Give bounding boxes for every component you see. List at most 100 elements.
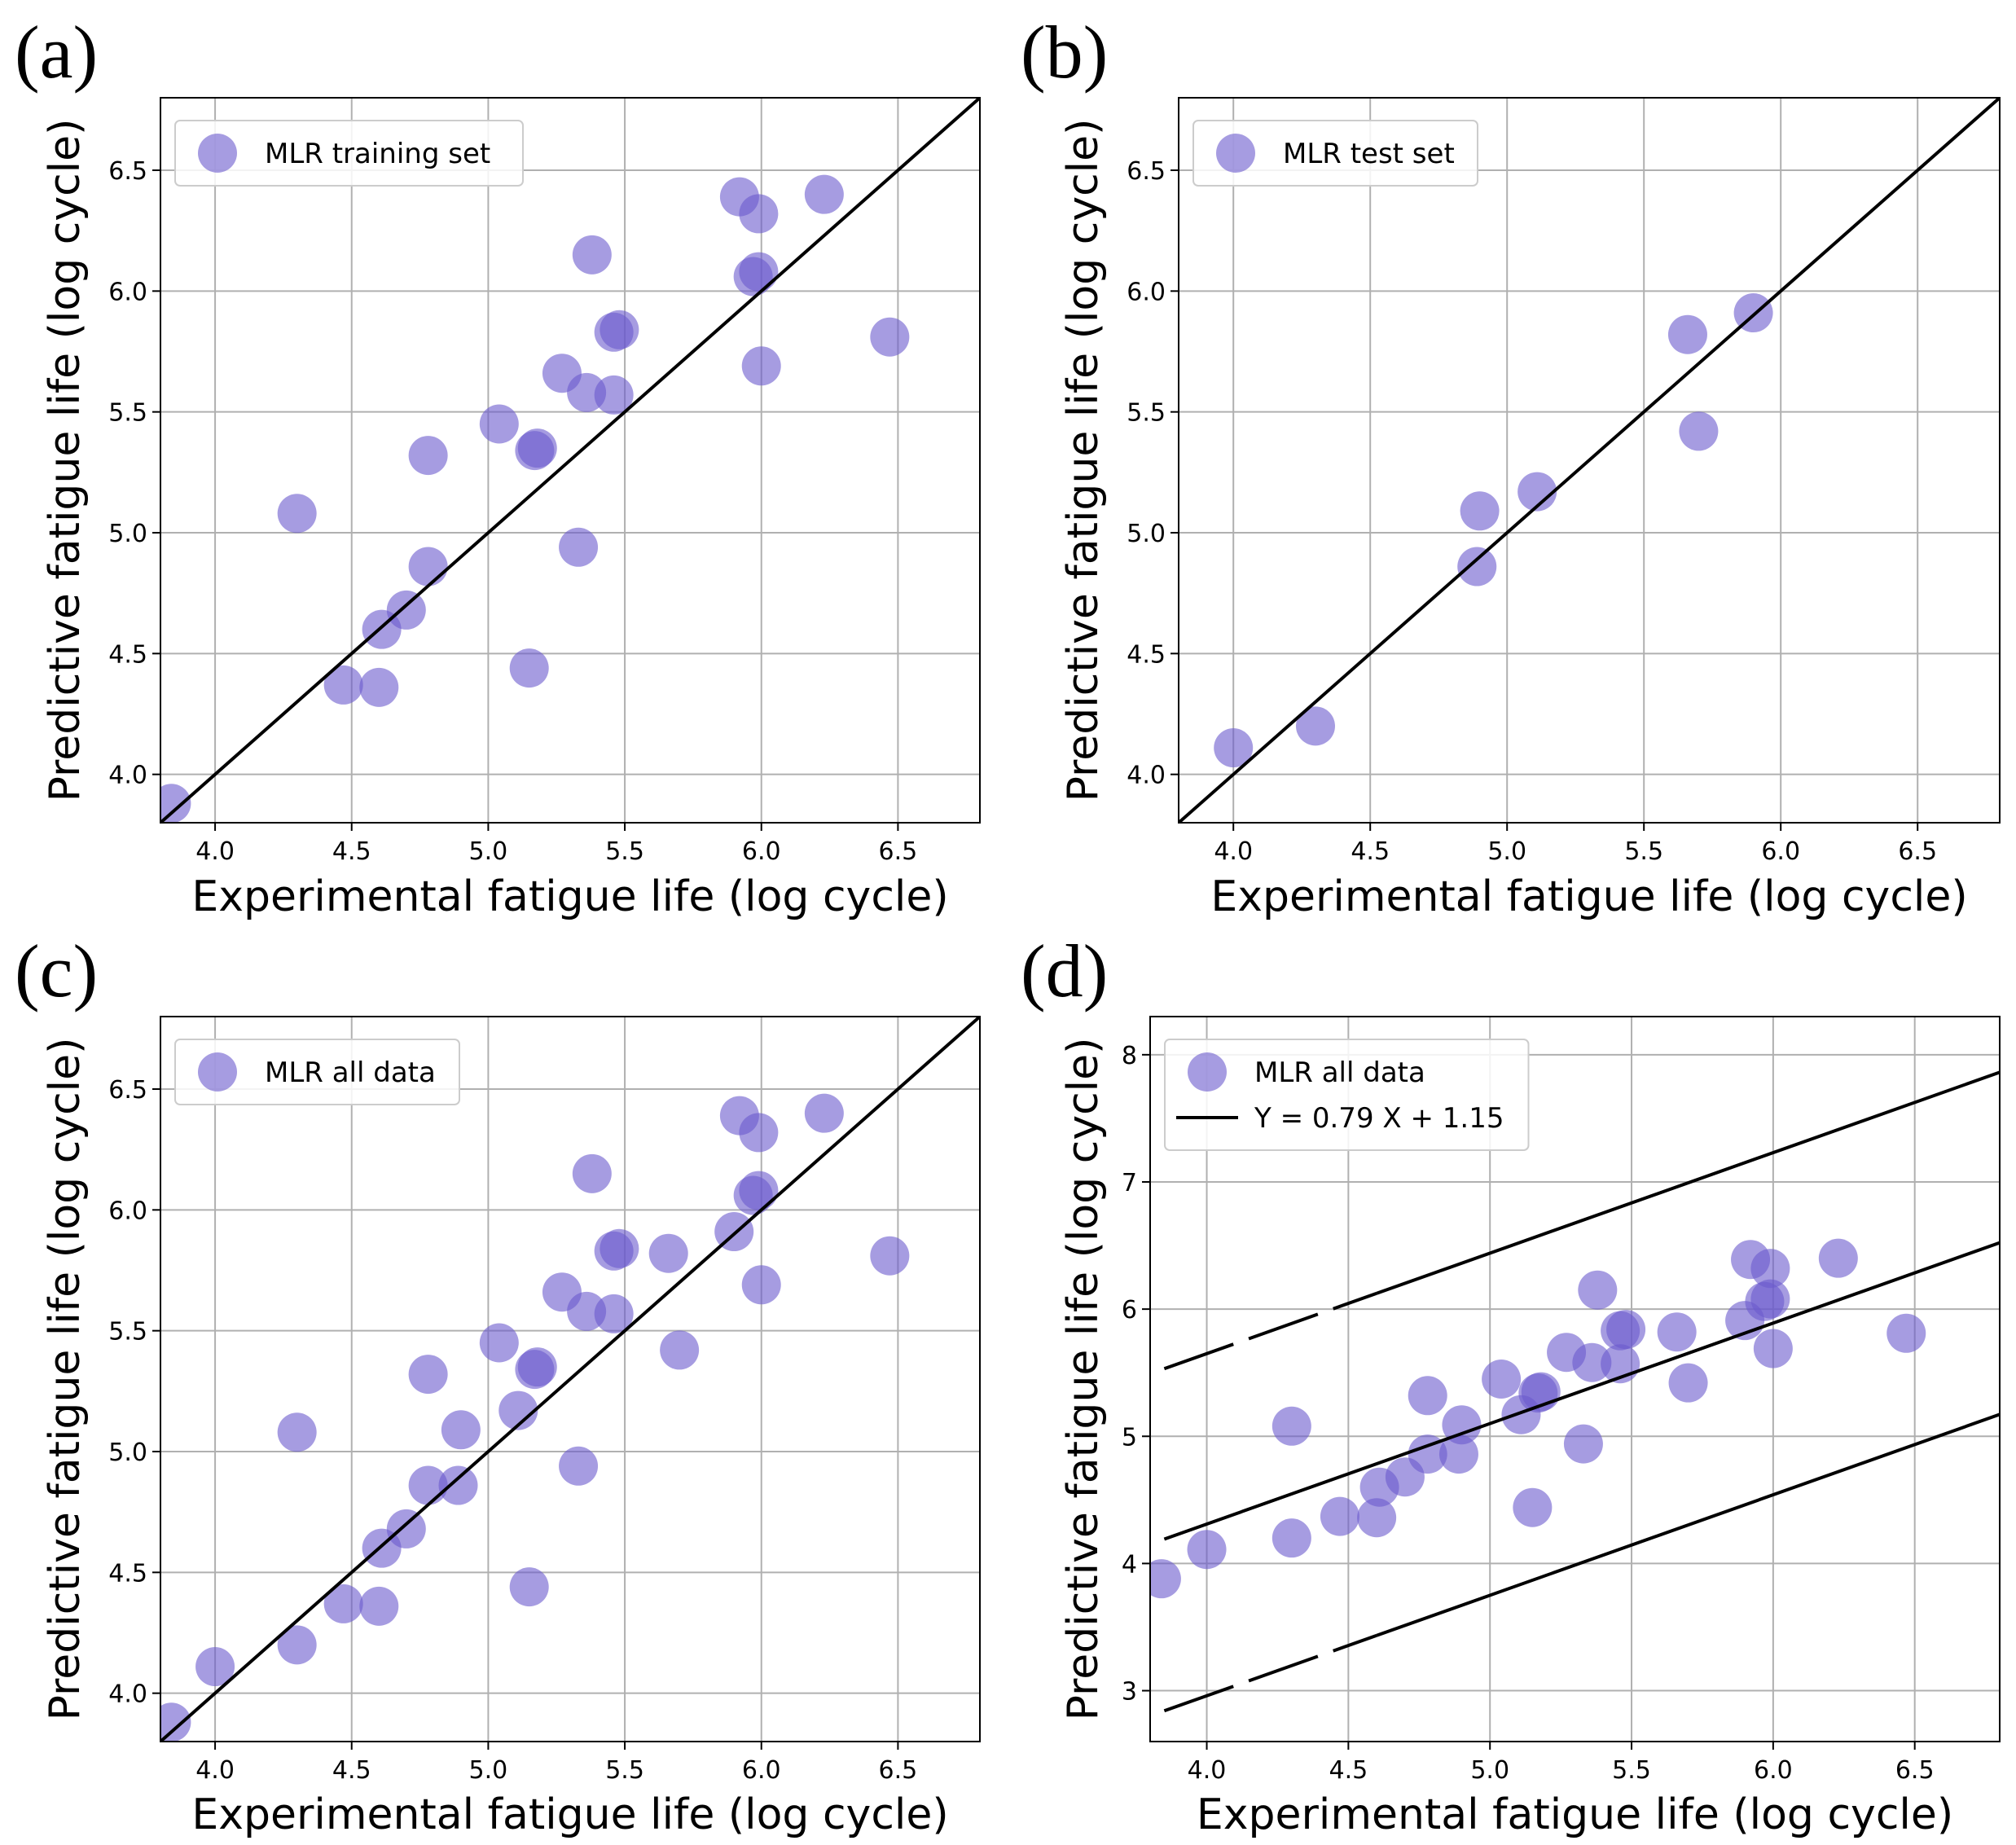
data-point	[1563, 1424, 1603, 1464]
data-point	[1667, 314, 1707, 354]
x-tick-label: 6.5	[879, 1756, 918, 1785]
data-point	[1657, 1312, 1697, 1352]
data-point	[509, 648, 549, 688]
x-tick-label: 4.0	[1214, 837, 1253, 866]
x-tick-label: 6.0	[1761, 837, 1800, 866]
legend-marker-icon	[1188, 1052, 1227, 1092]
data-point	[739, 252, 779, 292]
x-tick-label: 6.0	[1754, 1756, 1793, 1785]
data-point	[804, 174, 844, 214]
x-tick-label: 4.0	[195, 837, 235, 866]
x-tick-label: 5.5	[605, 1756, 644, 1785]
x-tick-label: 5.0	[1470, 1756, 1509, 1785]
x-tick-label: 4.5	[1351, 837, 1390, 866]
legend-label: MLR all data	[1254, 1056, 1425, 1089]
data-point	[386, 1509, 426, 1548]
data-point	[741, 346, 781, 386]
y-tick-label: 6.5	[108, 1076, 147, 1105]
data-point	[559, 527, 599, 567]
data-point	[1482, 1360, 1522, 1399]
x-tick-label: 5.5	[1612, 1756, 1651, 1785]
legend-box	[1192, 120, 1478, 187]
data-point	[739, 1171, 779, 1210]
data-point	[277, 1412, 317, 1452]
y-tick-label: 5.5	[108, 1318, 147, 1346]
data-point	[277, 1625, 317, 1665]
data-point	[408, 1355, 448, 1395]
x-tick-label: 4.5	[1329, 1756, 1368, 1785]
y-tick-label: 6.0	[108, 1197, 147, 1225]
legend-marker-icon	[198, 1052, 237, 1092]
data-point	[1272, 1518, 1311, 1558]
plot-content	[160, 1017, 980, 1742]
legend-label: MLR test set	[1283, 138, 1455, 170]
legend-marker-icon	[1216, 134, 1255, 173]
data-point	[1818, 1238, 1858, 1278]
data-point	[739, 194, 779, 234]
x-tick-label: 4.0	[1188, 1756, 1227, 1785]
data-point	[499, 1390, 538, 1430]
reference-line	[160, 1017, 980, 1742]
y-tick-label: 6	[1122, 1296, 1137, 1324]
panel-a: 4.0 4.5 5.0 5.5 6.0 6.5 4.0 4.5 5.0 5.5 6.0 6.5 MLR …	[15, 11, 981, 921]
y-tick-label: 4.5	[1127, 640, 1166, 669]
y-tick-label: 5.0	[108, 520, 147, 548]
x-axis-label: Experimental fatigue life (log cycle)	[191, 872, 948, 921]
data-point	[1517, 472, 1557, 512]
legend: MLR all data Y = 0.79 X + 1.15	[1164, 1039, 1530, 1151]
data-point	[572, 235, 612, 275]
data-point	[1272, 1406, 1311, 1446]
data-point	[804, 1093, 844, 1133]
data-point	[441, 1410, 481, 1450]
data-point	[1750, 1249, 1790, 1289]
x-tick-label: 4.0	[195, 1756, 235, 1785]
data-point	[1408, 1376, 1447, 1416]
x-axis-label: Experimental fatigue life (log cycle)	[1210, 872, 1967, 921]
axes-frame	[1149, 1016, 2001, 1742]
panel-label: (b)	[1021, 11, 1108, 94]
x-tick-label: 5.0	[469, 837, 508, 866]
y-axis-label: Predictive fatigue life (log cycle)	[1059, 1038, 1108, 1721]
reference-line	[160, 98, 980, 823]
y-tick-label: 5.5	[108, 399, 147, 428]
x-tick-label: 6.0	[742, 837, 781, 866]
data-point	[1679, 411, 1719, 451]
y-tick-label: 4.0	[1127, 762, 1166, 790]
data-point	[479, 404, 519, 444]
data-point	[1438, 1434, 1478, 1474]
axes-frame	[160, 97, 981, 824]
fit-line	[1163, 1241, 2000, 1541]
x-tick-label: 5.5	[1624, 837, 1663, 866]
x-tick-label: 5.0	[469, 1756, 508, 1785]
data-point	[1606, 1310, 1646, 1350]
x-tick-label: 5.0	[1487, 837, 1526, 866]
data-point	[160, 1702, 191, 1742]
data-point	[870, 1236, 910, 1276]
legend: MLR test set	[1192, 120, 1478, 187]
data-point	[438, 1465, 478, 1505]
x-axis-label: Experimental fatigue life (log cycle)	[191, 1790, 948, 1839]
legend-box	[174, 1039, 460, 1105]
data-point	[1214, 728, 1254, 768]
data-point	[594, 375, 634, 415]
data-point	[509, 1567, 549, 1607]
data-point	[600, 310, 639, 349]
data-point	[277, 494, 317, 534]
y-tick-label: 6.0	[108, 278, 147, 306]
data-point	[1187, 1530, 1227, 1570]
data-point	[739, 1113, 779, 1153]
data-point	[408, 547, 448, 586]
data-point	[1572, 1342, 1612, 1382]
y-axis-label: Predictive fatigue life (log cycle)	[41, 1038, 90, 1721]
data-point	[594, 1294, 634, 1333]
data-point	[386, 590, 426, 630]
legend-box	[1164, 1039, 1530, 1151]
panel-label: (a)	[15, 11, 98, 94]
x-tick-label: 6.0	[742, 1756, 781, 1785]
data-point	[600, 1228, 639, 1268]
y-tick-label: 6.5	[108, 157, 147, 186]
y-tick-label: 4.0	[108, 1680, 147, 1709]
upper-bound-dashed	[1163, 1291, 1377, 1371]
data-point	[1296, 706, 1335, 746]
y-tick-label: 6.0	[1127, 278, 1166, 306]
